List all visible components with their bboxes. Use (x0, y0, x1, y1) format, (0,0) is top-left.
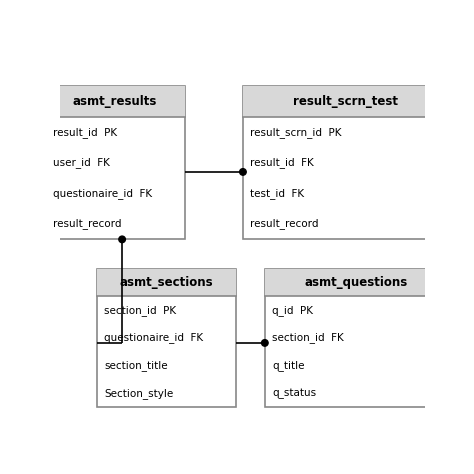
Text: user_id  FK: user_id FK (53, 157, 110, 168)
Text: asmt_sections: asmt_sections (119, 276, 213, 289)
Text: result_record: result_record (53, 219, 122, 229)
Text: q_title: q_title (272, 360, 305, 371)
Circle shape (119, 236, 126, 243)
Text: result_record: result_record (250, 219, 319, 229)
Bar (243, 86, 447, 117)
Text: asmt_results: asmt_results (73, 95, 157, 108)
Text: Section_style: Section_style (104, 388, 173, 399)
Text: result_scrn_test: result_scrn_test (292, 95, 398, 108)
Text: result_id  FK: result_id FK (250, 157, 314, 168)
Text: section_title: section_title (104, 360, 168, 371)
Text: questionaire_id  FK: questionaire_id FK (104, 332, 203, 343)
Bar (265, 269, 447, 407)
Text: result_scrn_id  PK: result_scrn_id PK (250, 127, 342, 137)
Circle shape (240, 169, 246, 175)
Text: q_id  PK: q_id PK (272, 305, 313, 316)
Text: test_id  FK: test_id FK (250, 188, 304, 199)
Bar (243, 86, 447, 239)
Bar (46, 86, 184, 239)
Text: q_status: q_status (272, 388, 316, 399)
Bar (265, 269, 447, 296)
Bar (97, 269, 236, 296)
Bar (46, 86, 184, 117)
Text: section_id  FK: section_id FK (272, 332, 344, 343)
Text: result_id  PK: result_id PK (53, 127, 117, 137)
Text: asmt_questions: asmt_questions (304, 276, 408, 289)
Bar (97, 269, 236, 407)
Text: questionaire_id  FK: questionaire_id FK (53, 188, 152, 199)
Text: section_id  PK: section_id PK (104, 305, 176, 316)
Circle shape (262, 340, 268, 346)
